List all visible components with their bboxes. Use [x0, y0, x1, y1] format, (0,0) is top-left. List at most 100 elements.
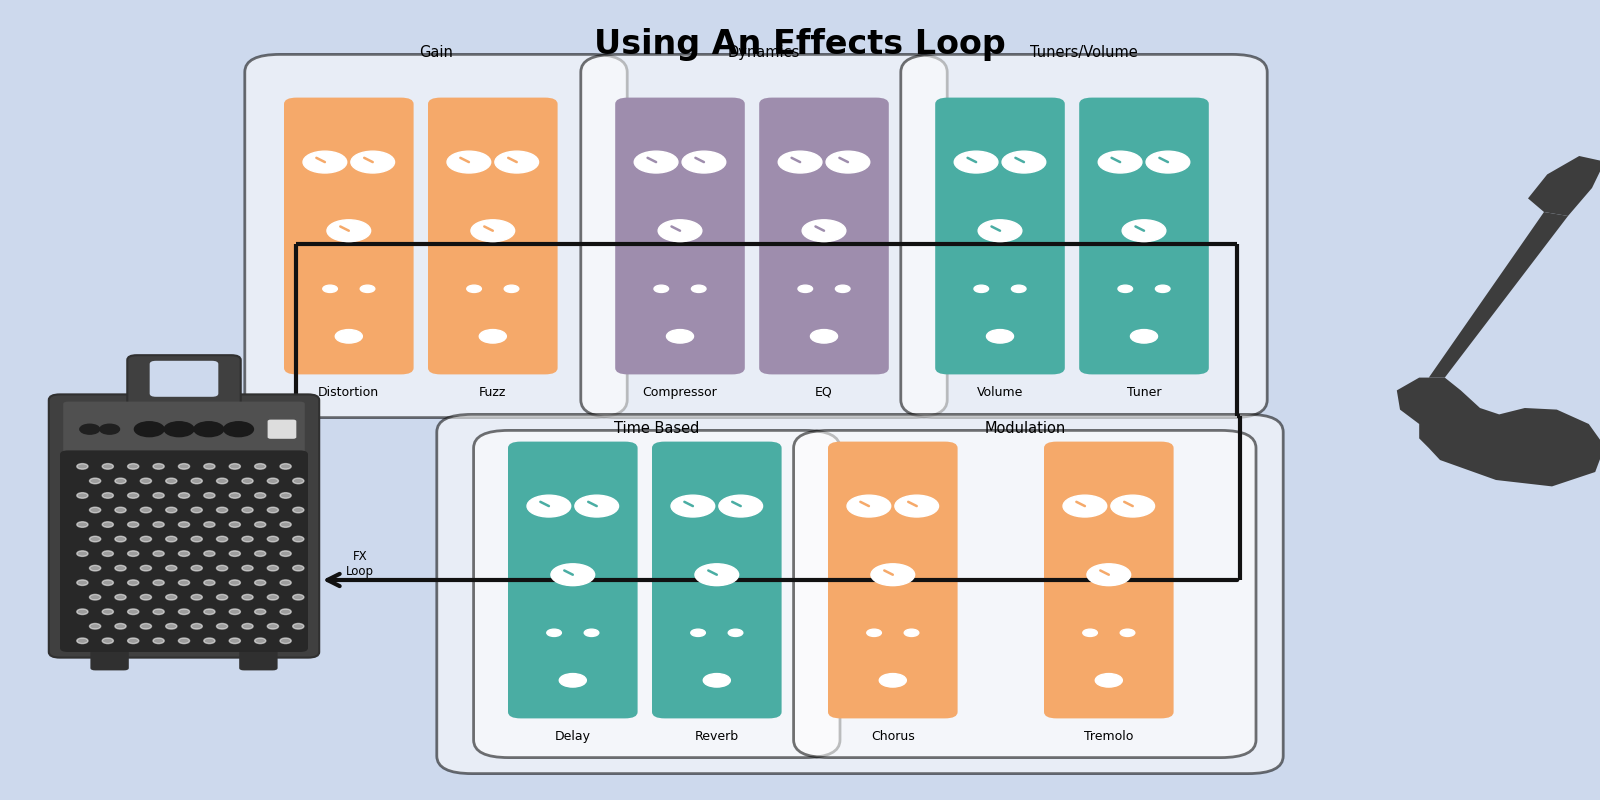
Circle shape: [229, 609, 240, 614]
Circle shape: [77, 638, 88, 643]
Circle shape: [987, 330, 1013, 343]
Circle shape: [77, 609, 88, 614]
Text: Using An Effects Loop: Using An Effects Loop: [594, 28, 1006, 61]
FancyBboxPatch shape: [614, 98, 744, 374]
Circle shape: [547, 629, 562, 637]
Circle shape: [128, 522, 139, 527]
Circle shape: [179, 522, 190, 527]
Text: Tuners/Volume: Tuners/Volume: [1030, 45, 1138, 60]
Circle shape: [242, 478, 253, 484]
Circle shape: [254, 550, 266, 557]
Circle shape: [360, 285, 374, 293]
FancyBboxPatch shape: [509, 442, 637, 718]
Circle shape: [154, 550, 165, 557]
Circle shape: [691, 629, 706, 637]
Circle shape: [203, 464, 214, 469]
Circle shape: [203, 550, 214, 557]
Circle shape: [870, 564, 915, 586]
Polygon shape: [1429, 212, 1568, 378]
Circle shape: [154, 522, 165, 527]
Circle shape: [280, 609, 291, 614]
Circle shape: [102, 464, 114, 469]
Circle shape: [267, 623, 278, 629]
Circle shape: [670, 495, 715, 517]
Circle shape: [224, 422, 253, 437]
Circle shape: [134, 422, 165, 437]
Circle shape: [1062, 495, 1107, 517]
Text: EQ: EQ: [814, 386, 834, 398]
Circle shape: [194, 422, 224, 437]
FancyBboxPatch shape: [240, 648, 278, 670]
Circle shape: [77, 550, 88, 557]
Circle shape: [128, 493, 139, 498]
Circle shape: [77, 522, 88, 527]
Circle shape: [1155, 285, 1170, 293]
Circle shape: [550, 564, 595, 586]
Circle shape: [141, 594, 152, 600]
Circle shape: [293, 566, 304, 571]
Text: Reverb: Reverb: [694, 730, 739, 742]
FancyBboxPatch shape: [50, 394, 320, 658]
Circle shape: [216, 507, 227, 513]
Circle shape: [242, 566, 253, 571]
Circle shape: [293, 623, 304, 629]
Circle shape: [102, 493, 114, 498]
Circle shape: [954, 151, 998, 173]
Circle shape: [128, 550, 139, 557]
Circle shape: [280, 550, 291, 557]
Circle shape: [242, 536, 253, 542]
Circle shape: [190, 594, 202, 600]
Circle shape: [179, 493, 190, 498]
Circle shape: [229, 638, 240, 643]
Circle shape: [634, 151, 678, 173]
FancyBboxPatch shape: [760, 98, 890, 374]
Circle shape: [90, 507, 101, 513]
FancyBboxPatch shape: [427, 98, 557, 374]
FancyBboxPatch shape: [64, 402, 304, 457]
FancyBboxPatch shape: [90, 648, 128, 670]
Circle shape: [229, 522, 240, 527]
Circle shape: [254, 638, 266, 643]
FancyBboxPatch shape: [653, 442, 782, 718]
Circle shape: [242, 507, 253, 513]
Circle shape: [978, 220, 1022, 242]
Circle shape: [179, 580, 190, 586]
Circle shape: [90, 594, 101, 600]
Circle shape: [835, 285, 850, 293]
Circle shape: [1118, 285, 1133, 293]
Circle shape: [99, 424, 120, 434]
Circle shape: [560, 674, 586, 687]
Circle shape: [1122, 220, 1166, 242]
Text: Time Based: Time Based: [614, 421, 699, 436]
Circle shape: [115, 594, 126, 600]
Circle shape: [166, 566, 178, 571]
Circle shape: [293, 536, 304, 542]
Circle shape: [574, 495, 619, 517]
Circle shape: [165, 422, 194, 437]
Polygon shape: [1528, 156, 1600, 216]
Circle shape: [190, 507, 202, 513]
Circle shape: [280, 522, 291, 527]
FancyBboxPatch shape: [934, 98, 1066, 374]
Text: Tuner: Tuner: [1126, 386, 1162, 398]
Circle shape: [470, 220, 515, 242]
FancyBboxPatch shape: [1078, 98, 1210, 374]
Circle shape: [254, 464, 266, 469]
Circle shape: [128, 580, 139, 586]
Circle shape: [326, 220, 371, 242]
Circle shape: [141, 507, 152, 513]
Circle shape: [179, 609, 190, 614]
Circle shape: [974, 285, 989, 293]
FancyBboxPatch shape: [267, 419, 296, 438]
Circle shape: [584, 629, 598, 637]
Circle shape: [128, 464, 139, 469]
Circle shape: [242, 594, 253, 600]
Circle shape: [694, 564, 739, 586]
Circle shape: [77, 464, 88, 469]
FancyBboxPatch shape: [794, 430, 1256, 758]
Circle shape: [267, 566, 278, 571]
Circle shape: [229, 580, 240, 586]
Circle shape: [1083, 629, 1098, 637]
Circle shape: [115, 478, 126, 484]
Circle shape: [302, 151, 347, 173]
